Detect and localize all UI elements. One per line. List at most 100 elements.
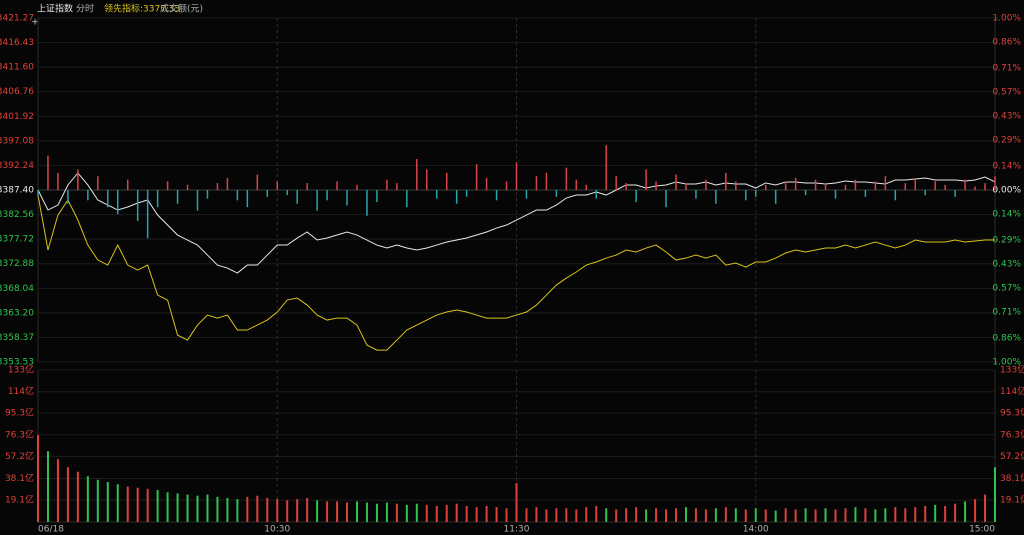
y2-tick-label: 0.86% xyxy=(992,333,1021,343)
volume-tick-label: 57.2亿 xyxy=(1000,450,1024,462)
diff-bar xyxy=(206,190,209,199)
volume-bar xyxy=(385,502,388,522)
y-tick-label: 3401.92 xyxy=(0,112,34,122)
diff-bar xyxy=(774,190,777,204)
volume-bar xyxy=(665,509,668,522)
diff-bar xyxy=(67,190,69,204)
volume-tick-label: 114亿 xyxy=(1000,385,1024,397)
diff-bar xyxy=(416,159,418,190)
diff-bar xyxy=(844,184,847,190)
y2-tick-label: 0.57% xyxy=(992,87,1021,97)
diff-bar xyxy=(107,190,109,208)
volume-bar xyxy=(156,490,159,522)
diff-bar xyxy=(725,172,727,190)
diff-bar xyxy=(675,174,677,190)
volume-tick-label: 76.3亿 xyxy=(5,428,34,440)
diff-bar xyxy=(575,179,578,190)
diff-bar xyxy=(226,177,229,190)
diff-bar xyxy=(296,190,298,204)
diff-bar xyxy=(246,190,249,208)
diff-bar xyxy=(595,190,597,199)
diff-bar xyxy=(126,179,129,190)
volume-tick-label: 19.1亿 xyxy=(1000,494,1024,506)
volume-bar xyxy=(306,498,309,522)
volume-tick-label: 95.3亿 xyxy=(1000,407,1024,419)
volume-bar xyxy=(46,451,49,522)
volume-bar xyxy=(286,500,289,522)
y-tick-label: 3411.60 xyxy=(0,63,34,73)
y2-tick-label: 0.43% xyxy=(992,112,1021,122)
diff-bar xyxy=(565,167,568,190)
volume-bar xyxy=(934,504,937,522)
volume-bar xyxy=(684,507,687,522)
volume-bar xyxy=(964,501,967,522)
volume-bar xyxy=(176,493,179,522)
volume-tick-label: 57.2亿 xyxy=(5,450,34,462)
volume-bar xyxy=(924,506,927,522)
volume-bar xyxy=(296,499,299,522)
volume-bar xyxy=(894,507,897,522)
volume-bar xyxy=(714,508,717,522)
volume-bar xyxy=(565,508,568,522)
volume-bar xyxy=(625,508,628,522)
diff-bar xyxy=(864,190,867,197)
diff-bar xyxy=(306,183,308,190)
y-tick-label: 3353.53 xyxy=(0,358,34,368)
diff-bar xyxy=(655,181,657,190)
volume-bar xyxy=(465,506,468,522)
diff-bar xyxy=(376,190,378,203)
diff-bar xyxy=(256,174,259,190)
volume-bar xyxy=(116,484,119,522)
volume-bar xyxy=(236,499,239,522)
diff-bar xyxy=(814,179,817,190)
volume-bar xyxy=(405,504,408,522)
diff-bar xyxy=(914,177,916,190)
volume-bar xyxy=(206,494,209,522)
diff-bar xyxy=(465,190,468,197)
volume-bar xyxy=(605,508,608,522)
y-tick-label: 3416.43 xyxy=(0,38,34,48)
diff-bar xyxy=(485,177,488,190)
volume-bar xyxy=(216,496,219,522)
volume-bar xyxy=(56,459,59,522)
volume-bar xyxy=(226,498,229,522)
volume-bar xyxy=(276,499,279,522)
volume-tick-label: 19.1亿 xyxy=(5,494,34,506)
diff-bar xyxy=(755,190,757,197)
volume-bar xyxy=(884,508,887,522)
diff-bar xyxy=(894,190,897,201)
volume-bar xyxy=(525,508,528,522)
x-tick-label: 14:00 xyxy=(743,525,769,535)
diff-bar xyxy=(745,190,747,201)
y-tick-label: 3397.08 xyxy=(0,136,34,146)
diff-bar xyxy=(117,190,119,215)
diff-bar xyxy=(346,190,348,206)
diff-bar xyxy=(984,183,986,190)
volume-bar xyxy=(435,506,438,522)
volume-bar xyxy=(266,498,269,522)
x-tick-label: 11:30 xyxy=(504,525,530,535)
volume-bar xyxy=(675,508,677,522)
diff-bar xyxy=(196,190,199,211)
volume-bar xyxy=(336,501,339,522)
diff-bar xyxy=(964,179,966,190)
volume-bar xyxy=(37,435,39,522)
y2-tick-label: 0.29% xyxy=(992,235,1021,245)
y-tick-label: 3392.24 xyxy=(0,161,34,171)
diff-bar xyxy=(525,190,528,199)
volume-bar xyxy=(485,506,488,522)
chart-subtitle: 分时 xyxy=(76,3,94,15)
volume-bar xyxy=(375,503,378,522)
volume-bar xyxy=(545,509,548,522)
volume-bar xyxy=(356,501,358,522)
diff-bar xyxy=(426,169,428,190)
y2-tick-label: 0.14% xyxy=(992,210,1021,220)
y2-tick-label: 0.71% xyxy=(992,308,1021,318)
diff-bar xyxy=(286,190,288,196)
diff-bar xyxy=(37,190,39,197)
diff-bar xyxy=(156,190,159,208)
y2-tick-label: 0.86% xyxy=(992,38,1021,48)
volume-bar xyxy=(954,503,957,522)
y-tick-label: 3406.76 xyxy=(0,87,34,97)
